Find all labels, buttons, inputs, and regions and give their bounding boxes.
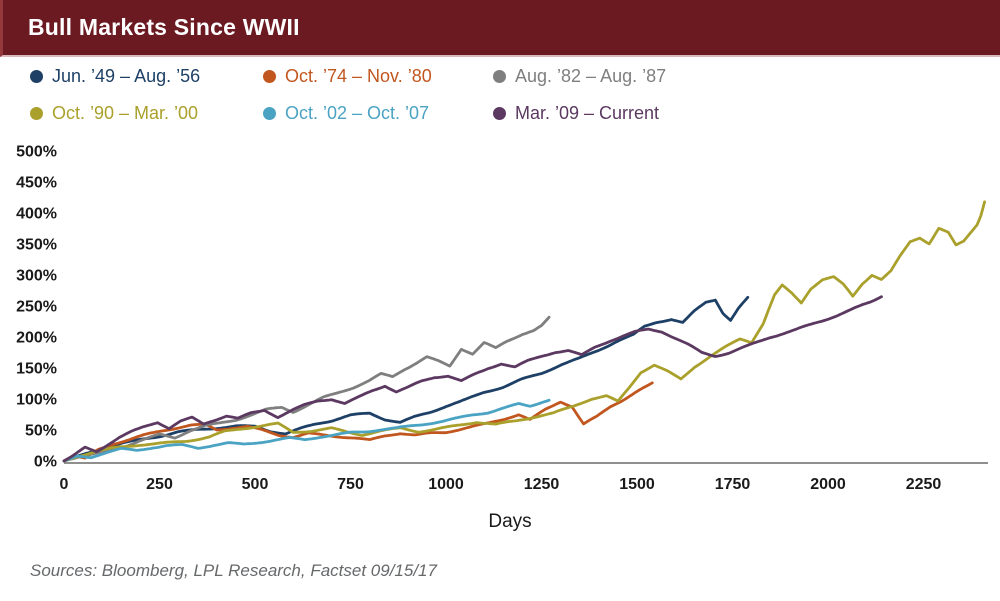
series-line-0 [62,295,750,463]
y-tick-label: 300% [16,268,57,285]
series-line-4 [62,398,551,463]
legend-item-4: Oct. ’02 – Oct. ’07 [263,100,493,126]
legend-item-3: Oct. ’90 – Mar. ’00 [30,100,263,126]
legend-swatch-icon [30,106,43,120]
legend-label: Oct. ’90 – Mar. ’00 [52,102,199,123]
series-line-1 [62,381,654,463]
y-tick-label: 400% [16,206,57,223]
x-tick-label: 1500 [619,476,655,493]
x-tick-label: 750 [337,476,364,493]
series-line-5 [62,295,883,463]
legend-label: Oct. ’02 – Oct. ’07 [285,102,430,123]
legend-label: Aug. ’82 – Aug. ’87 [515,65,667,86]
x-tick-label: 2250 [906,476,942,493]
legend-swatch-icon [263,69,276,83]
legend-item-2: Aug. ’82 – Aug. ’87 [493,63,985,89]
y-tick-label: 200% [16,330,57,347]
x-tick-label: 1750 [715,476,751,493]
legend-swatch-icon [30,69,43,83]
x-tick-label: 1000 [428,476,464,493]
y-tick-label: 100% [16,392,57,409]
series-line-2 [62,315,551,463]
y-tick-label: 50% [25,423,57,440]
legend-swatch-icon [493,106,506,120]
y-tick-label: 150% [16,361,57,378]
x-tick-label: 0 [60,476,69,493]
x-axis-title: Days [488,511,532,532]
x-tick-label: 1250 [524,476,560,493]
legend-swatch-icon [263,106,276,120]
sources-text: Sources: Bloomberg, LPL Research, Factse… [30,561,437,580]
x-tick-label: 2000 [810,476,846,493]
legend-swatch-icon [493,69,506,83]
y-tick-label: 450% [16,175,57,192]
legend-label: Oct. ’74 – Nov. ’80 [285,65,432,86]
series-line-3 [62,200,986,463]
legend-label: Mar. ’09 – Current [515,102,660,123]
legend-item-0: Jun. ’49 – Aug. ’56 [30,63,263,89]
page-title: Bull Markets Since WWII [28,14,300,40]
legend-label: Jun. ’49 – Aug. ’56 [52,65,201,86]
legend-item-1: Oct. ’74 – Nov. ’80 [263,63,493,89]
x-tick-label: 500 [242,476,269,493]
legend: Jun. ’49 – Aug. ’56 Oct. ’74 – Nov. ’80 Au… [30,63,985,126]
y-tick-label: 350% [16,237,57,254]
x-tick-label: 250 [146,476,173,493]
y-tick-label: 250% [16,299,57,316]
y-tick-label: 0% [34,454,57,471]
y-tick-label: 500% [16,144,57,161]
title-bar: Bull Markets Since WWII [0,0,1000,57]
legend-item-5: Mar. ’09 – Current [493,100,985,126]
